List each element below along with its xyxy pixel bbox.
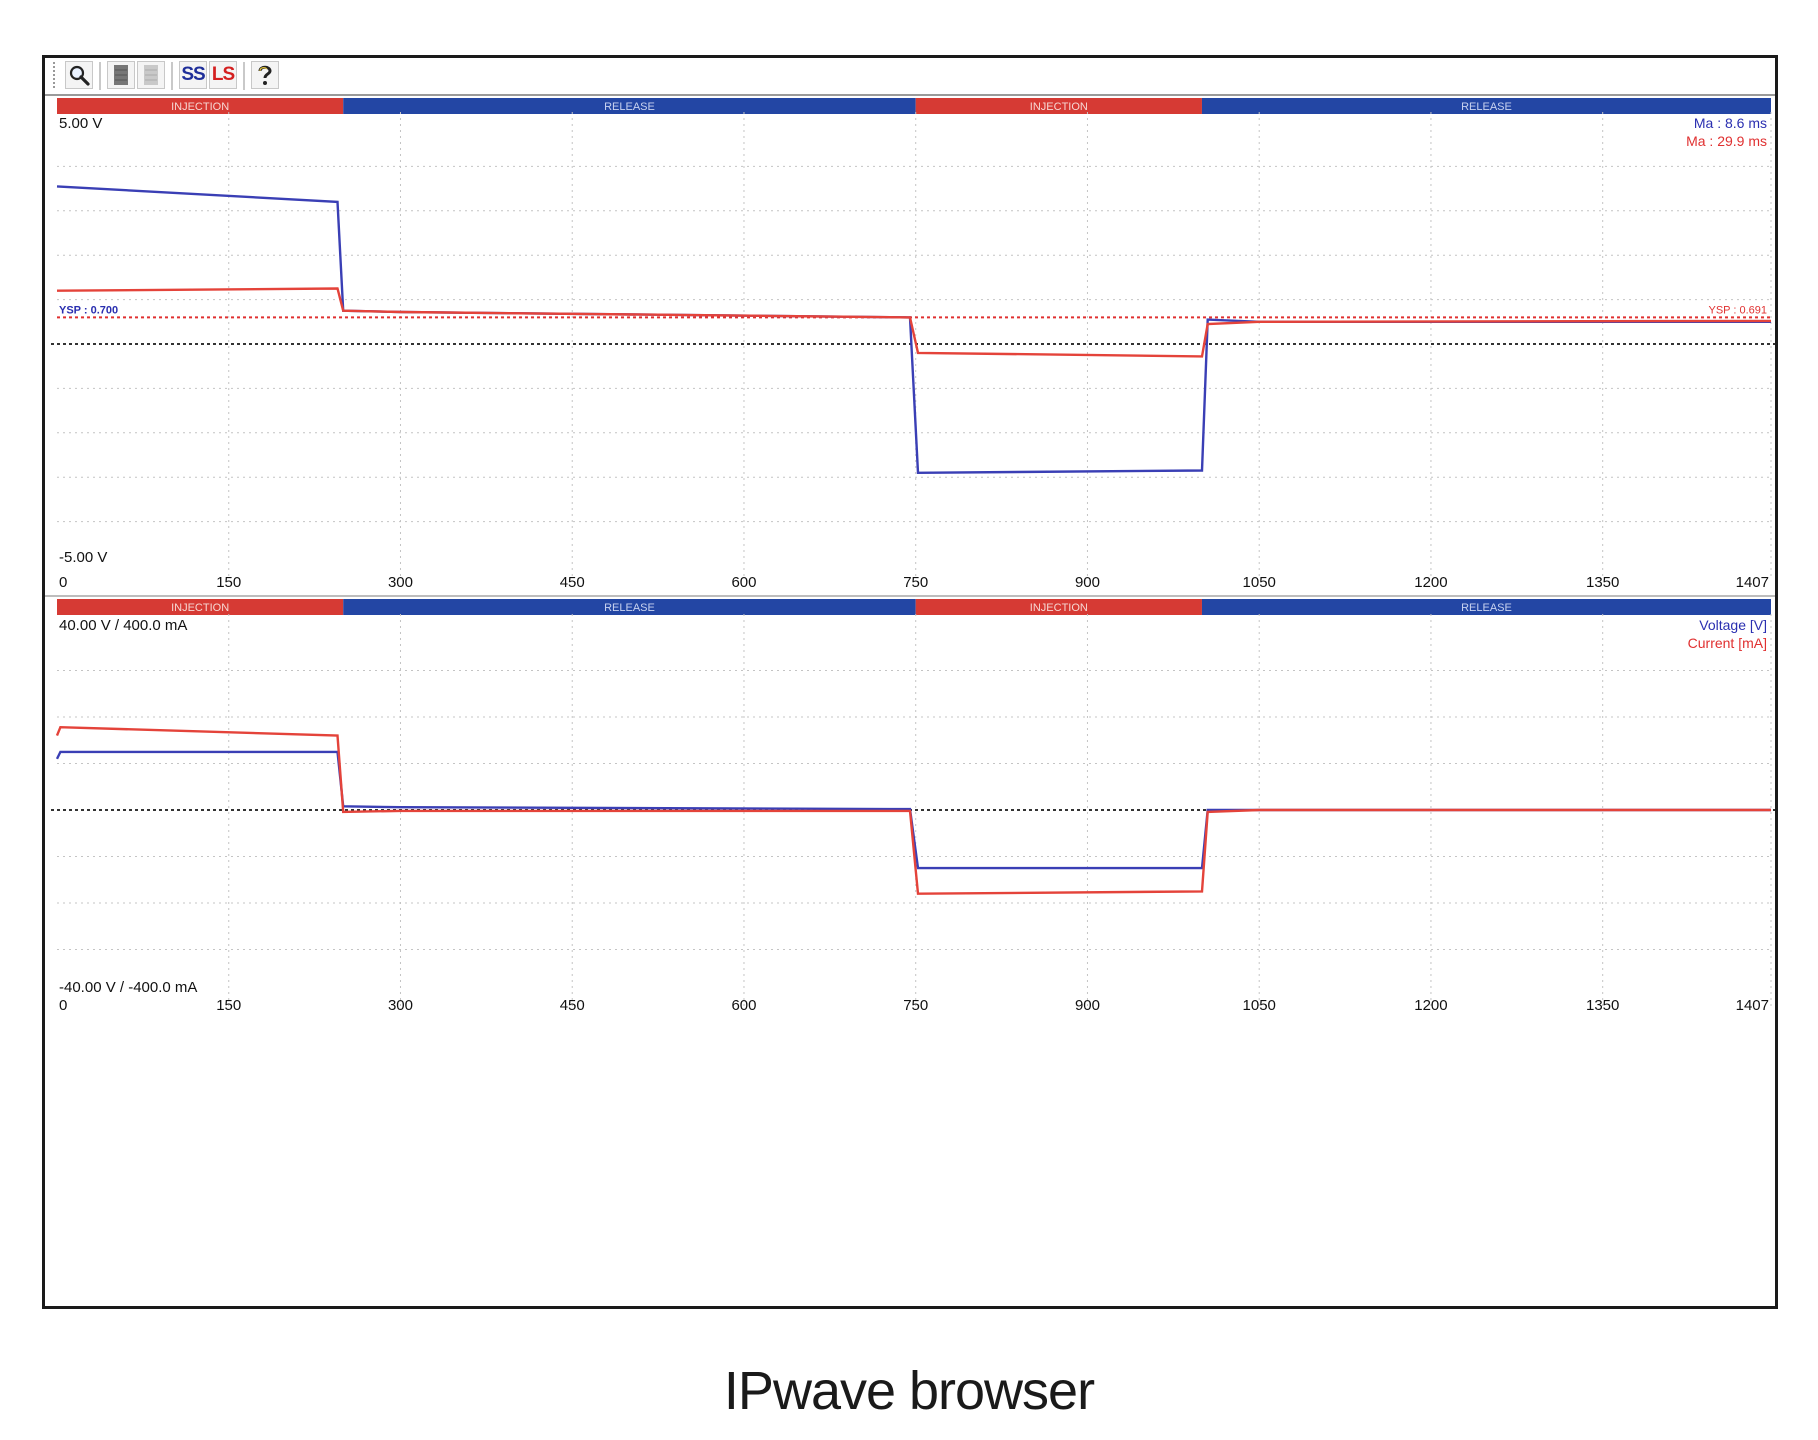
help-icon xyxy=(258,65,272,85)
x-tick-label: 750 xyxy=(903,574,928,591)
light-list-button[interactable] xyxy=(137,61,165,89)
legend-entry: Voltage [V] xyxy=(1699,617,1767,633)
phase-label: INJECTION xyxy=(1030,602,1088,614)
x-tick-label: 150 xyxy=(216,997,241,1014)
toolbar-grip[interactable] xyxy=(53,62,59,88)
x-tick-label: 1050 xyxy=(1243,997,1276,1014)
phase-label: RELEASE xyxy=(1461,101,1512,113)
y-min-label: -40.00 V / -400.0 mA xyxy=(59,979,197,996)
phase-label: RELEASE xyxy=(604,602,655,614)
bottom-chart-panel: INJECTION RELEASE INJECTION RELEASE 40.00 V … xyxy=(51,599,1775,1014)
phase-label: INJECTION xyxy=(171,602,229,614)
x-tick-label: 0 xyxy=(59,574,67,591)
charts-area: INJECTION RELEASE INJECTION RELEASE 5.00 V -5… xyxy=(45,98,1775,1014)
phase-segment-release xyxy=(343,98,916,114)
series-line-blue xyxy=(55,750,1771,870)
legend-entry: Ma : 8.6 ms xyxy=(1694,115,1767,131)
ss-label: SS xyxy=(181,64,205,85)
x-tick-label: 900 xyxy=(1075,997,1100,1014)
phase-segment-release xyxy=(1201,599,1771,615)
x-tick-label: 0 xyxy=(59,997,67,1014)
x-tick-label: 1407 xyxy=(1736,574,1769,591)
x-tick-label: 900 xyxy=(1075,574,1100,591)
y-max-label: 40.00 V / 400.0 mA xyxy=(59,617,187,634)
series-line-red xyxy=(56,287,1772,358)
x-tick-label: 1050 xyxy=(1243,574,1276,591)
ipwave-window: SS LS INJECTION RELEASE INJECTION RELEASE 5.… xyxy=(42,55,1778,1309)
dark-list-button[interactable] xyxy=(107,61,135,89)
x-tick-label: 450 xyxy=(560,997,585,1014)
x-tick-label: 300 xyxy=(388,574,413,591)
phase-label: RELEASE xyxy=(604,101,655,113)
toolbar-separator xyxy=(171,62,173,90)
x-tick-label: 600 xyxy=(731,574,756,591)
magnifier-icon xyxy=(69,65,90,86)
y-min-label: -5.00 V xyxy=(59,549,107,566)
x-tick-label: 1350 xyxy=(1586,574,1619,591)
phase-segment-injection xyxy=(57,599,344,615)
x-tick-label: 150 xyxy=(216,574,241,591)
x-tick-label: 1407 xyxy=(1736,997,1769,1014)
phase-segment-release xyxy=(1201,98,1771,114)
x-tick-label: 1350 xyxy=(1586,997,1619,1014)
light-list-icon xyxy=(144,65,158,85)
ss-button[interactable]: SS xyxy=(179,61,207,89)
ysp-left-label: YSP : 0.700 xyxy=(59,304,118,316)
phase-segment-injection xyxy=(57,98,344,114)
x-tick-label: 750 xyxy=(903,997,928,1014)
phase-segment-injection xyxy=(915,599,1202,615)
phase-label: RELEASE xyxy=(1461,602,1512,614)
help-button[interactable] xyxy=(251,61,279,89)
phase-segment-injection xyxy=(915,98,1202,114)
ysp-right-label: YSP : 0.691 xyxy=(1708,304,1767,316)
toolbar-separator xyxy=(243,62,245,90)
legend-entry: Ma : 29.9 ms xyxy=(1686,133,1767,149)
y-max-label: 5.00 V xyxy=(59,115,102,132)
x-tick-label: 600 xyxy=(731,997,756,1014)
x-tick-label: 1200 xyxy=(1414,574,1447,591)
series-line-blue xyxy=(56,185,1771,475)
phase-label: INJECTION xyxy=(1030,101,1088,113)
phase-segment-release xyxy=(343,599,916,615)
series-line-red xyxy=(55,725,1771,895)
top-chart-panel: INJECTION RELEASE INJECTION RELEASE 5.00 V -5… xyxy=(51,98,1775,591)
dark-list-icon xyxy=(114,65,128,85)
ls-button[interactable]: LS xyxy=(209,61,237,89)
x-tick-label: 300 xyxy=(388,997,413,1014)
x-tick-label: 1200 xyxy=(1414,997,1447,1014)
caption: IPwave browser xyxy=(723,1361,1095,1421)
ls-label: LS xyxy=(211,64,235,85)
toolbar-separator xyxy=(99,62,101,90)
zoom-button[interactable] xyxy=(65,61,93,89)
x-tick-label: 450 xyxy=(560,574,585,591)
legend-entry: Current [mA] xyxy=(1688,635,1767,651)
toolbar: SS LS xyxy=(45,58,1775,96)
phase-label: INJECTION xyxy=(171,101,229,113)
